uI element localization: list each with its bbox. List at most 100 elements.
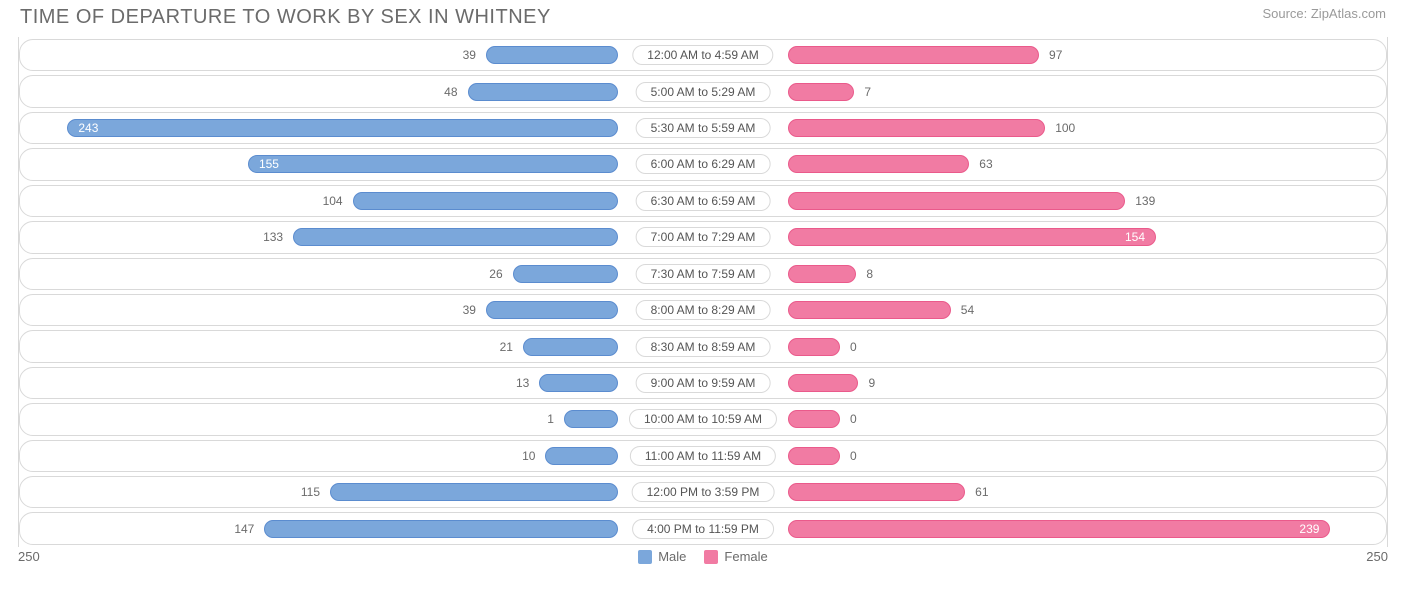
male-value: 39	[453, 303, 486, 317]
category-label: 7:00 AM to 7:29 AM	[636, 227, 771, 247]
category-label: 4:00 PM to 11:59 PM	[632, 519, 774, 539]
male-half: 39	[20, 40, 703, 70]
category-label: 12:00 AM to 4:59 AM	[632, 45, 773, 65]
chart-row: 21 0 8:30 AM to 8:59 AM	[19, 330, 1387, 362]
male-value: 39	[453, 48, 486, 62]
male-bar	[523, 338, 618, 356]
female-bar	[788, 155, 969, 173]
male-half: 115	[20, 477, 703, 507]
male-half: 104	[20, 186, 703, 216]
female-value: 9	[858, 376, 885, 390]
female-half: 9	[703, 368, 1386, 398]
male-value: 48	[434, 85, 467, 99]
male-half: 39	[20, 295, 703, 325]
female-bar: 239	[788, 520, 1330, 538]
legend-swatch-female	[704, 550, 718, 564]
female-half: 61	[703, 477, 1386, 507]
legend-label-male: Male	[658, 549, 686, 564]
category-label: 12:00 PM to 3:59 PM	[632, 482, 775, 502]
male-half: 155	[20, 149, 703, 179]
female-value: 97	[1039, 48, 1072, 62]
category-label: 10:00 AM to 10:59 AM	[629, 409, 777, 429]
female-half: 97	[703, 40, 1386, 70]
male-bar	[513, 265, 618, 283]
male-value: 115	[291, 485, 330, 499]
male-bar	[564, 410, 618, 428]
category-label: 6:30 AM to 6:59 AM	[636, 191, 771, 211]
female-value: 0	[840, 340, 867, 354]
chart-rows-container: 39 97 12:00 AM to 4:59 AM 48 75:00 AM to 5:2…	[19, 37, 1387, 547]
female-bar	[788, 119, 1045, 137]
axis-right-max: 250	[1366, 549, 1388, 564]
category-label: 5:30 AM to 5:59 AM	[636, 118, 771, 138]
category-label: 11:00 AM to 11:59 AM	[630, 446, 776, 466]
male-value: 10	[512, 449, 545, 463]
male-half: 13	[20, 368, 703, 398]
chart-row: 13 9 9:00 AM to 9:59 AM	[19, 367, 1387, 399]
male-value: 147	[224, 522, 264, 536]
chart-row: 1331547:00 AM to 7:29 AM	[19, 221, 1387, 253]
female-value: 139	[1125, 194, 1165, 208]
female-bar	[788, 301, 951, 319]
chart-row: 26 8 7:30 AM to 7:59 AM	[19, 258, 1387, 290]
chart-row: 155636:00 AM to 6:29 AM	[19, 148, 1387, 180]
female-half: 0	[703, 441, 1386, 471]
male-bar	[330, 483, 618, 501]
male-bar	[468, 83, 618, 101]
male-half: 21	[20, 331, 703, 361]
female-bar	[788, 483, 965, 501]
category-label: 9:00 AM to 9:59 AM	[636, 373, 771, 393]
male-bar	[486, 46, 618, 64]
female-value: 0	[840, 449, 867, 463]
male-half: 147	[20, 513, 703, 543]
male-half: 26	[20, 259, 703, 289]
male-value: 21	[490, 340, 523, 354]
category-label: 6:00 AM to 6:29 AM	[636, 154, 771, 174]
female-value: 100	[1045, 121, 1085, 135]
female-half: 54	[703, 295, 1386, 325]
chart-title: TIME OF DEPARTURE TO WORK BY SEX IN WHIT…	[20, 6, 551, 29]
male-value: 243	[78, 121, 98, 135]
female-value: 0	[840, 412, 867, 426]
male-value: 133	[253, 230, 293, 244]
female-bar	[788, 374, 858, 392]
legend-item-female: Female	[704, 549, 767, 564]
chart-row: 147 239 4:00 PM to 11:59 PM	[19, 512, 1387, 544]
male-value: 155	[259, 157, 279, 171]
female-half: 7	[703, 76, 1386, 106]
male-half: 133	[20, 222, 703, 252]
category-label: 8:00 AM to 8:29 AM	[636, 300, 771, 320]
legend-item-male: Male	[638, 549, 686, 564]
category-label: 8:30 AM to 8:59 AM	[636, 337, 771, 357]
female-bar	[788, 447, 840, 465]
male-bar	[264, 520, 618, 538]
female-half: 0	[703, 331, 1386, 361]
chart-row: 1 0 10:00 AM to 10:59 AM	[19, 403, 1387, 435]
female-bar	[788, 410, 840, 428]
female-value: 8	[856, 267, 883, 281]
chart-row: 39 97 12:00 AM to 4:59 AM	[19, 39, 1387, 71]
legend-swatch-male	[638, 550, 652, 564]
female-bar	[788, 46, 1039, 64]
category-label: 5:00 AM to 5:29 AM	[636, 82, 771, 102]
chart-row: 243 100 5:30 AM to 5:59 AM	[19, 112, 1387, 144]
male-half: 1	[20, 404, 703, 434]
male-half: 48	[20, 76, 703, 106]
chart-row: 39 54 8:00 AM to 8:29 AM	[19, 294, 1387, 326]
female-half: 0	[703, 404, 1386, 434]
female-value: 54	[951, 303, 984, 317]
chart-area: 39 97 12:00 AM to 4:59 AM 48 75:00 AM to 5:2…	[18, 37, 1388, 547]
legend: Male Female	[638, 549, 768, 564]
male-value: 1	[537, 412, 564, 426]
male-bar	[293, 228, 618, 246]
female-value: 239	[1299, 522, 1319, 536]
male-bar	[353, 192, 618, 210]
axis-left-max: 250	[18, 549, 40, 564]
male-bar: 155	[248, 155, 618, 173]
chart-row: 104 139 6:30 AM to 6:59 AM	[19, 185, 1387, 217]
male-bar	[539, 374, 618, 392]
category-label: 7:30 AM to 7:59 AM	[636, 264, 771, 284]
male-bar: 243	[67, 119, 618, 137]
chart-row: 10 0 11:00 AM to 11:59 AM	[19, 440, 1387, 472]
legend-label-female: Female	[724, 549, 767, 564]
